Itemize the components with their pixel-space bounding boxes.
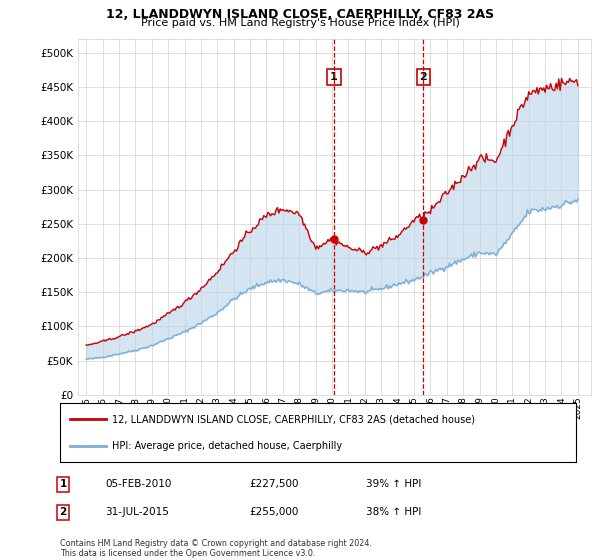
Text: 39% ↑ HPI: 39% ↑ HPI (366, 479, 421, 489)
Text: 2: 2 (59, 507, 67, 517)
Text: 12, LLANDDWYN ISLAND CLOSE, CAERPHILLY, CF83 2AS (detached house): 12, LLANDDWYN ISLAND CLOSE, CAERPHILLY, … (112, 414, 475, 424)
Text: £255,000: £255,000 (249, 507, 298, 517)
Text: 31-JUL-2015: 31-JUL-2015 (105, 507, 169, 517)
Text: 1: 1 (59, 479, 67, 489)
Text: HPI: Average price, detached house, Caerphilly: HPI: Average price, detached house, Caer… (112, 441, 342, 451)
Text: 2: 2 (419, 72, 427, 82)
Text: 1: 1 (329, 72, 337, 82)
Text: 12, LLANDDWYN ISLAND CLOSE, CAERPHILLY, CF83 2AS: 12, LLANDDWYN ISLAND CLOSE, CAERPHILLY, … (106, 8, 494, 21)
Text: 05-FEB-2010: 05-FEB-2010 (105, 479, 172, 489)
Text: Contains HM Land Registry data © Crown copyright and database right 2024.
This d: Contains HM Land Registry data © Crown c… (60, 539, 372, 558)
Text: Price paid vs. HM Land Registry's House Price Index (HPI): Price paid vs. HM Land Registry's House … (140, 18, 460, 29)
Text: 38% ↑ HPI: 38% ↑ HPI (366, 507, 421, 517)
Text: £227,500: £227,500 (249, 479, 299, 489)
